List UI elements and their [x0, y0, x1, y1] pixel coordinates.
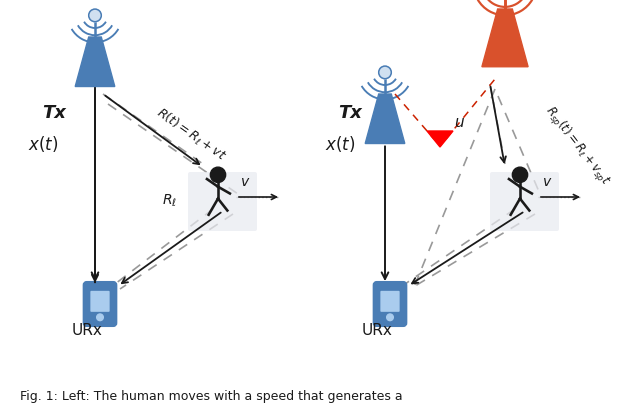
Circle shape: [89, 10, 101, 22]
Text: $R(t) = R_\ell + vt$: $R(t) = R_\ell + vt$: [153, 105, 228, 164]
Text: URx: URx: [72, 322, 103, 337]
Text: $v$: $v$: [542, 175, 552, 189]
Circle shape: [387, 314, 394, 321]
Text: URx: URx: [362, 322, 393, 337]
FancyBboxPatch shape: [188, 173, 257, 231]
Text: $R_{sp}(t) = R_\ell + v_{sp}t$: $R_{sp}(t) = R_\ell + v_{sp}t$: [540, 102, 614, 189]
Text: Tx: Tx: [42, 104, 66, 122]
Polygon shape: [427, 132, 453, 148]
FancyBboxPatch shape: [490, 173, 559, 231]
Text: $x(t)$: $x(t)$: [28, 134, 58, 154]
FancyBboxPatch shape: [374, 282, 406, 326]
Polygon shape: [365, 95, 405, 144]
FancyBboxPatch shape: [380, 291, 399, 312]
Circle shape: [379, 67, 391, 79]
Text: $u$: $u$: [454, 115, 465, 130]
Circle shape: [513, 168, 527, 183]
Circle shape: [211, 168, 226, 183]
Text: Fig. 1: Left: The human moves with a speed that generates a: Fig. 1: Left: The human moves with a spe…: [20, 389, 403, 402]
Polygon shape: [76, 38, 115, 87]
Text: $x(t)$: $x(t)$: [325, 134, 355, 154]
FancyBboxPatch shape: [90, 291, 109, 312]
Text: Tx: Tx: [338, 104, 362, 122]
Circle shape: [97, 314, 103, 321]
Text: $v$: $v$: [240, 175, 250, 189]
Polygon shape: [482, 10, 528, 67]
FancyBboxPatch shape: [84, 282, 116, 326]
Text: $R_\ell$: $R_\ell$: [162, 193, 177, 209]
